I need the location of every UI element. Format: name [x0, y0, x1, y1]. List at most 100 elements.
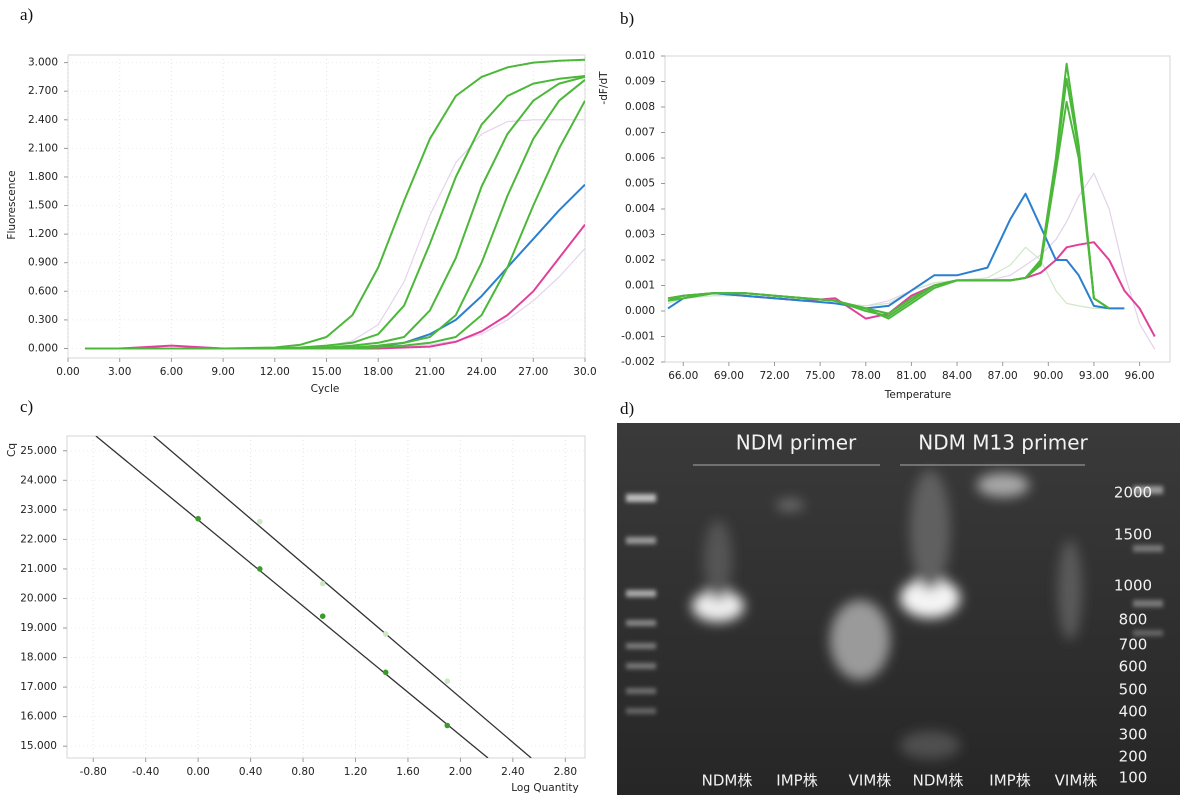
x-tick-label: 2.00 [449, 766, 472, 778]
lane-label: VIM株 [1055, 772, 1098, 790]
y-axis-title: Cq [6, 443, 18, 457]
lane-label: NDM株 [702, 772, 753, 790]
x-tick-label: 87.00 [988, 370, 1018, 382]
data-line [667, 77, 1110, 320]
ladder-label: 400 [1119, 703, 1148, 721]
y-tick-label: 0.009 [625, 76, 655, 88]
ladder-label: 2000 [1114, 484, 1152, 502]
plot-frame [67, 54, 586, 359]
data-line [667, 192, 1125, 310]
y-tick-label: -0.002 [621, 356, 655, 368]
y-tick-label: 20.000 [20, 592, 57, 604]
y-tick-label: 0.008 [625, 101, 655, 113]
lane-label: VIM株 [849, 772, 892, 790]
ladder-label: 1500 [1114, 526, 1152, 544]
ladder-label: 600 [1119, 658, 1148, 676]
primer-label: NDM primer [736, 431, 857, 455]
y-tick-label: 0.004 [625, 203, 655, 215]
panel-label: d) [620, 399, 634, 418]
y-tick-label: 0.000 [625, 305, 655, 317]
chart: c) 15.000 16.000 17.000 18.000 19.000 20.000 21… [6, 397, 586, 794]
y-tick-label: 21.000 [20, 563, 57, 575]
data-point [444, 722, 451, 729]
data-point [319, 580, 326, 587]
data-point [256, 518, 263, 525]
y-tick-label: 0.001 [625, 280, 655, 292]
y-tick-label: 2.100 [28, 142, 58, 154]
y-axis-title: Fluorescence [6, 170, 18, 239]
x-tick-label: 9.00 [211, 366, 234, 378]
data-line [667, 172, 1156, 350]
x-tick-label: 66.00 [668, 370, 698, 382]
x-tick-label: 90.00 [1033, 370, 1063, 382]
x-tick-label: 2.80 [554, 766, 577, 778]
lane-label: IMP株 [776, 772, 817, 790]
y-tick-label: 0.002 [625, 254, 655, 266]
data-line [85, 183, 585, 350]
lane-label: IMP株 [989, 772, 1030, 790]
y-tick-label: 0.006 [625, 152, 655, 164]
lane-label: NDM株 [913, 772, 964, 790]
data-line [153, 436, 532, 758]
primer-label: NDM M13 primer [918, 431, 1088, 455]
x-tick-label: 30.0 [573, 366, 596, 378]
plot-area [667, 62, 1156, 350]
y-tick-label: 0.003 [625, 229, 655, 241]
x-tick-label: -0.80 [80, 766, 107, 778]
ladder-label: 800 [1119, 611, 1148, 629]
x-tick-label: 24.00 [467, 366, 497, 378]
x-tick-label: 96.00 [1125, 370, 1155, 382]
ladder-label: 200 [1119, 748, 1148, 766]
y-tick-label: 2.400 [28, 114, 58, 126]
data-line [667, 241, 1156, 337]
x-tick-label: 78.00 [851, 370, 881, 382]
y-tick-label: -0.001 [621, 331, 655, 343]
x-axis-title: Log Quantity [511, 782, 578, 794]
x-tick-label: 81.00 [896, 370, 926, 382]
y-tick-label: 0.010 [625, 50, 655, 62]
y-tick-label: 0.005 [625, 178, 655, 190]
data-line [667, 62, 1110, 315]
gel-panel: d) NDM primer NDM M13 primer NDM株 IMP株 VIM… [617, 399, 1180, 795]
ladder-bands [626, 486, 1163, 714]
ladder-label: 1000 [1114, 577, 1152, 595]
y-tick-label: 1.800 [28, 171, 58, 183]
x-tick-label: 18.00 [363, 366, 393, 378]
y-tick-label: 0.007 [625, 127, 655, 139]
y-tick-label: 18.000 [20, 652, 57, 664]
x-tick-label: 12.00 [260, 366, 290, 378]
x-tick-label: 0.40 [239, 766, 262, 778]
x-tick-label: 6.00 [160, 366, 183, 378]
y-tick-label: 0.900 [28, 257, 58, 269]
x-tick-label: 72.00 [759, 370, 789, 382]
x-axis-title: Cycle [311, 383, 340, 395]
y-tick-label: 16.000 [20, 711, 57, 723]
x-tick-label: 2.40 [501, 766, 524, 778]
y-tick-label: 2.700 [28, 85, 58, 97]
data-line [85, 75, 585, 350]
x-tick-label: 75.00 [805, 370, 835, 382]
data-line [85, 58, 585, 350]
x-tick-label: -0.40 [132, 766, 159, 778]
y-axis-title: -dF/dT [598, 71, 610, 105]
data-point [319, 613, 326, 620]
x-tick-label: 15.00 [311, 366, 341, 378]
x-tick-label: 1.20 [344, 766, 367, 778]
sample-bands [692, 470, 1082, 759]
y-tick-label: 25.000 [20, 445, 57, 457]
x-tick-label: 93.00 [1079, 370, 1109, 382]
x-tick-label: 27.00 [518, 366, 548, 378]
x-tick-label: 69.00 [714, 370, 744, 382]
x-tick-label: 21.00 [415, 366, 445, 378]
plot-frame [664, 55, 1171, 363]
x-tick-label: 1.60 [396, 766, 419, 778]
y-tick-label: 0.300 [28, 314, 58, 326]
y-tick-label: 17.000 [20, 681, 57, 693]
plot-frame [66, 435, 586, 759]
y-tick-label: 1.200 [28, 228, 58, 240]
ladder-label: 700 [1119, 636, 1148, 654]
x-tick-label: 3.00 [108, 366, 131, 378]
ladder-label: 100 [1119, 769, 1148, 787]
ladder-label: 500 [1119, 681, 1148, 699]
